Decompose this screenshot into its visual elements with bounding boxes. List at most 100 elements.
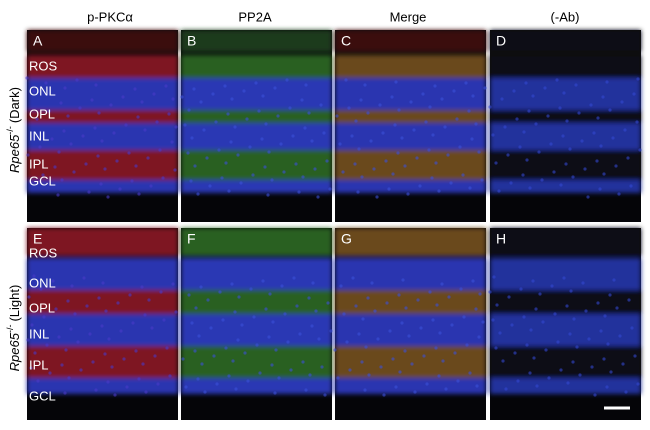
nucleus-speckle (268, 292, 272, 296)
nucleus-speckle (59, 101, 63, 105)
nucleus-speckle (528, 371, 532, 375)
micrograph-panel (25, 30, 178, 222)
nucleus-speckle (531, 279, 535, 283)
nucleus-speckle (133, 87, 137, 91)
nucleus-speckle (143, 313, 147, 317)
nucleus-speckle (518, 145, 522, 149)
nucleus-speckle (274, 348, 278, 352)
nucleus-speckle (568, 332, 572, 336)
nucleus-speckle (531, 94, 535, 98)
nucleus-speckle (431, 133, 435, 137)
column-header: Merge (390, 9, 427, 24)
nucleus-speckle (549, 142, 553, 146)
nucleus-speckle (534, 122, 538, 126)
nucleus-speckle (304, 388, 308, 392)
nucleus-speckle (608, 293, 612, 297)
nucleus-speckle (106, 195, 110, 199)
nucleus-speckle (263, 165, 267, 169)
nucleus-speckle (82, 276, 86, 280)
nucleus-speckle (162, 318, 166, 322)
nucleus-speckle (562, 91, 566, 95)
nucleus-speckle (115, 159, 119, 163)
nucleus-speckle (333, 348, 337, 352)
nucleus-speckle (427, 148, 431, 152)
nucleus-speckle (543, 86, 547, 90)
nucleus-speckle (190, 321, 194, 325)
nucleus-speckle (590, 365, 594, 369)
tissue-band (181, 30, 332, 52)
nucleus-speckle (73, 312, 77, 316)
nucleus-speckle (270, 178, 274, 182)
nucleus-speckle (356, 190, 360, 194)
nucleus-speckle (407, 334, 411, 338)
nucleus-speckle (301, 360, 305, 364)
nucleus-speckle (214, 120, 218, 124)
nucleus-speckle (276, 114, 280, 118)
nucleus-speckle (36, 379, 40, 383)
nucleus-speckle (48, 371, 52, 375)
nucleus-speckle (393, 123, 397, 127)
micrograph-panel (488, 228, 641, 420)
nucleus-speckle (391, 172, 395, 176)
nucleus-speckle (447, 295, 451, 299)
nucleus-speckle (131, 321, 135, 325)
nucleus-speckle (360, 175, 364, 179)
nucleus-speckle (127, 151, 131, 155)
nucleus-speckle (376, 337, 380, 341)
nucleus-speckle (192, 87, 196, 91)
nucleus-speckle (29, 366, 33, 370)
nucleus-speckle (611, 136, 615, 140)
nucleus-speckle (552, 170, 556, 174)
nucleus-speckle (449, 181, 453, 185)
nucleus-speckle (320, 365, 324, 369)
nucleus-speckle (128, 293, 132, 297)
nucleus-speckle (444, 387, 448, 391)
nucleus-speckle (134, 349, 138, 353)
nucleus-speckle (370, 281, 374, 285)
nucleus-speckle (211, 92, 215, 96)
nucleus-speckle (529, 328, 533, 332)
nucleus-speckle (544, 348, 548, 352)
nucleus-speckle (441, 359, 445, 363)
nucleus-speckle (103, 352, 107, 356)
nucleus-speckle (403, 349, 407, 353)
tissue-band (490, 290, 641, 314)
nucleus-speckle (243, 351, 247, 355)
tissue-layers (490, 30, 641, 193)
nucleus-speckle (283, 312, 287, 316)
nucleus-speckle (367, 373, 371, 377)
nucleus-speckle (555, 78, 559, 82)
nucleus-speckle (583, 167, 587, 171)
nucleus-speckle (507, 295, 511, 299)
nucleus-speckle (245, 117, 249, 121)
nucleus-speckle (522, 315, 526, 319)
nucleus-speckle (488, 290, 492, 294)
nucleus-speckle (57, 150, 61, 154)
nucleus-speckle (54, 307, 58, 311)
nucleus-speckle (158, 148, 162, 152)
column-header: (-Ab) (551, 9, 580, 24)
layer-label: IPL (29, 156, 49, 171)
nucleus-speckle (617, 192, 621, 196)
nucleus-speckle (143, 128, 147, 132)
nucleus-speckle (587, 337, 591, 341)
nucleus-speckle (424, 120, 428, 124)
nucleus-speckle (280, 284, 284, 288)
nucleus-speckle (266, 193, 270, 197)
nucleus-speckle (292, 276, 296, 280)
nucleus-speckle (53, 165, 57, 169)
nucleus-speckle (397, 108, 401, 112)
nucleus-speckle (491, 133, 495, 137)
nucleus-speckle (239, 181, 243, 185)
nucleus-speckle (391, 357, 395, 361)
nucleus-speckle (410, 362, 414, 366)
nucleus-speckle (413, 390, 417, 394)
nucleus-speckle (189, 179, 193, 183)
nucleus-speckle (477, 150, 481, 154)
nucleus-speckle (359, 98, 363, 102)
nucleus-speckle (608, 108, 612, 112)
nucleus-speckle (29, 181, 33, 185)
nucleus-speckle (564, 162, 568, 166)
nucleus-speckle (271, 320, 275, 324)
nucleus-speckle (384, 159, 388, 163)
